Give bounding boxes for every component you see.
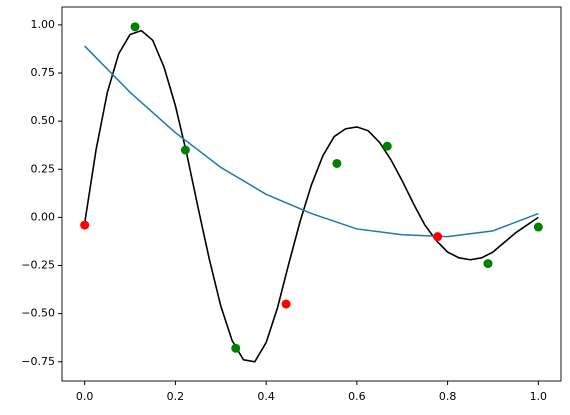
point [483,259,493,269]
point [281,299,291,309]
point [180,145,190,155]
x-tick-label: 0.6 [348,390,366,403]
y-tick-label: 0.00 [31,210,56,223]
point [80,220,90,230]
point [533,222,543,232]
point [332,158,342,168]
y-tick-label: −0.50 [21,307,55,320]
plot-frame [61,6,562,382]
y-tick-label: 0.25 [31,162,56,175]
curve [83,29,539,363]
x-tick-label: 0.8 [439,390,457,403]
point [433,232,443,242]
point [382,141,392,151]
x-tick-label: 0.4 [257,390,275,403]
point [130,22,140,32]
y-tick-label: −0.25 [21,259,55,272]
curve [84,45,539,238]
y-tick-label: 0.50 [31,114,56,127]
y-tick-label: −0.75 [21,355,55,368]
x-tick-label: 0.0 [76,390,94,403]
x-tick-label: 0.2 [167,390,185,403]
x-tick-label: 1.0 [530,390,548,403]
y-tick-label: 1.00 [31,18,56,31]
y-tick-label: 0.75 [31,66,56,79]
point [231,343,241,353]
